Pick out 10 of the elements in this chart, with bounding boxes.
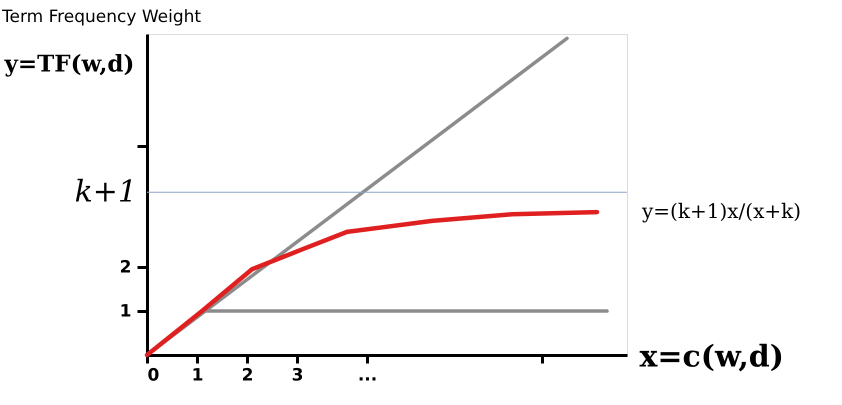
x-tick-label: 3 bbox=[292, 366, 304, 386]
chart-title: Term Frequency Weight bbox=[1, 7, 202, 27]
ref-line-label: k+1 bbox=[74, 174, 137, 210]
y-axis-title: y=TF(w,d) bbox=[4, 50, 134, 78]
text: y=(k+1)x/(x+k) bbox=[641, 199, 802, 223]
x-tick-label: 0 bbox=[148, 366, 160, 386]
x-tick-label: 2 bbox=[242, 366, 254, 386]
x-tick-label: ... bbox=[358, 366, 378, 386]
x-axis-title: x=c(w,d) bbox=[640, 340, 784, 374]
x-tick-label: 1 bbox=[192, 366, 204, 386]
